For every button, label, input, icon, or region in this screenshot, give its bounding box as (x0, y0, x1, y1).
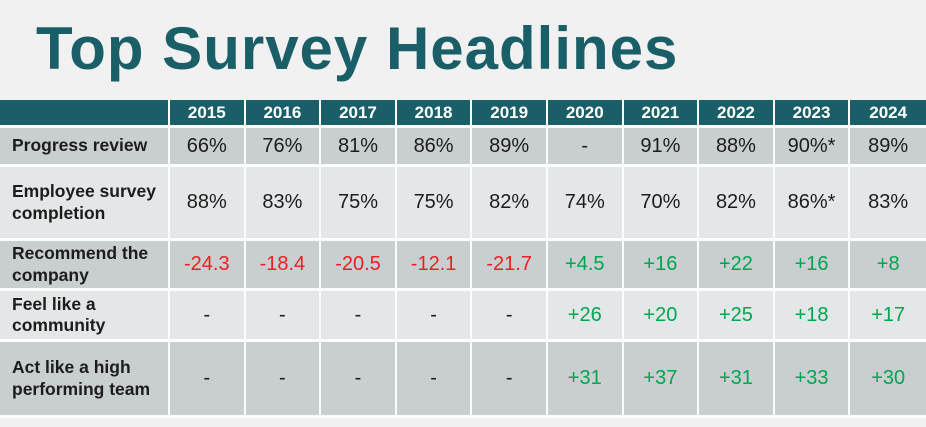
value-cell: - (245, 291, 322, 342)
table-header: 2015 2016 2017 2018 2019 2020 2021 2022 2023 2024 (0, 100, 926, 128)
survey-table: 2015 2016 2017 2018 2019 2020 2021 2022 2023 2024… (0, 100, 926, 418)
table-corner-cell (0, 100, 170, 128)
value-cell: 88% (699, 128, 775, 167)
value-cell: - (170, 342, 246, 418)
value-cell: +31 (547, 342, 624, 418)
year-column-header: 2018 (396, 100, 473, 128)
year-column-header: 2017 (321, 100, 397, 128)
table-row: Progress review 66% 76% 81% 86% 89% -91% 88% 90%… (0, 128, 926, 167)
value-cell: -21.7 (472, 241, 548, 291)
value-cell: 70% (623, 167, 700, 241)
row-label: Progress review (0, 128, 170, 167)
value-cell: 88% (170, 167, 246, 241)
value-cell: +16 (623, 241, 700, 291)
table-row: Recommend the company -24.3 -18.4 -20.5 -12.… (0, 241, 926, 291)
value-cell: 74% (547, 167, 624, 241)
year-column-header: 2024 (850, 100, 926, 128)
value-cell: 91% (623, 128, 700, 167)
value-cell: -20.5 (321, 241, 397, 291)
row-label: Recommend the company (0, 241, 170, 291)
value-cell: +18 (774, 291, 851, 342)
value-cell: - (472, 342, 548, 418)
header-row: 2015 2016 2017 2018 2019 2020 2021 2022 2023 2024 (0, 100, 926, 128)
value-cell: +22 (699, 241, 775, 291)
value-cell: 75% (396, 167, 473, 241)
value-cell: 89% (472, 128, 548, 167)
value-cell: +26 (547, 291, 624, 342)
value-cell: 83% (245, 167, 322, 241)
value-cell: +17 (850, 291, 926, 342)
year-column-header: 2022 (699, 100, 775, 128)
value-cell: +37 (623, 342, 700, 418)
value-cell: 75% (321, 167, 397, 241)
year-column-header: 2021 (623, 100, 700, 128)
value-cell: -18.4 (245, 241, 322, 291)
year-column-header: 2020 (547, 100, 624, 128)
value-cell: - (547, 128, 624, 167)
value-cell: -12.1 (396, 241, 473, 291)
year-column-header: 2016 (245, 100, 322, 128)
table-row: Act like a high performing team - - - - - +31 +… (0, 342, 926, 418)
value-cell: +8 (850, 241, 926, 291)
value-cell: 81% (321, 128, 397, 167)
row-label: Feel like a community (0, 291, 170, 342)
value-cell: +20 (623, 291, 700, 342)
year-column-header: 2019 (472, 100, 548, 128)
value-cell: - (245, 342, 322, 418)
value-cell: - (321, 291, 397, 342)
row-label: Act like a high performing team (0, 342, 170, 418)
value-cell: 83% (850, 167, 926, 241)
value-cell: +30 (850, 342, 926, 418)
value-cell: +33 (774, 342, 851, 418)
value-cell: - (321, 342, 397, 418)
value-cell: 86% (396, 128, 473, 167)
value-cell: - (396, 342, 473, 418)
value-cell: +4.5 (547, 241, 624, 291)
value-cell: +25 (699, 291, 775, 342)
value-cell: -24.3 (170, 241, 246, 291)
value-cell: 82% (472, 167, 548, 241)
value-cell: - (396, 291, 473, 342)
row-label: Employee survey completion (0, 167, 170, 241)
value-cell: 90%* (774, 128, 851, 167)
page-title: Top Survey Headlines (36, 15, 679, 82)
value-cell: 76% (245, 128, 322, 167)
value-cell: - (170, 291, 246, 342)
table-row: Feel like a community - - - - - +26 +20 +25 +18 +1… (0, 291, 926, 342)
year-column-header: 2015 (170, 100, 246, 128)
value-cell: +31 (699, 342, 775, 418)
value-cell: 82% (699, 167, 775, 241)
value-cell: 89% (850, 128, 926, 167)
value-cell: +16 (774, 241, 851, 291)
value-cell: 86%* (774, 167, 851, 241)
value-cell: - (472, 291, 548, 342)
table-row: Employee survey completion 88% 83% 75% 75% 82… (0, 167, 926, 241)
year-column-header: 2023 (774, 100, 851, 128)
value-cell: 66% (170, 128, 246, 167)
